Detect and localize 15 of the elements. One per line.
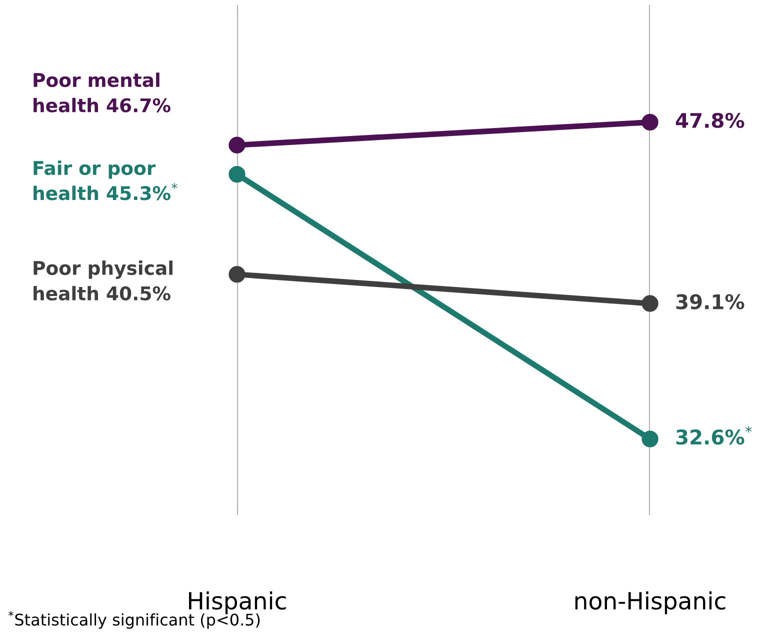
point (228, 166, 246, 183)
text: Fair or poor health 45.3% (34, 160, 170, 200)
text: Poor mental health 46.7% (34, 72, 170, 112)
x-tick-label: non-Hispanic (575, 591, 726, 614)
data-label: 39.1% (676, 294, 744, 310)
point (228, 136, 246, 154)
x-tick-label: Hispanic (189, 591, 286, 614)
data-label: 32.6%$^{*}$ (676, 426, 752, 445)
point (642, 114, 658, 131)
text: Poor physical health 40.5% (34, 260, 172, 300)
point (228, 266, 246, 283)
data-label: 47.8% (676, 112, 744, 128)
point (642, 430, 658, 448)
point (642, 295, 658, 312)
text: * (172, 183, 178, 190)
